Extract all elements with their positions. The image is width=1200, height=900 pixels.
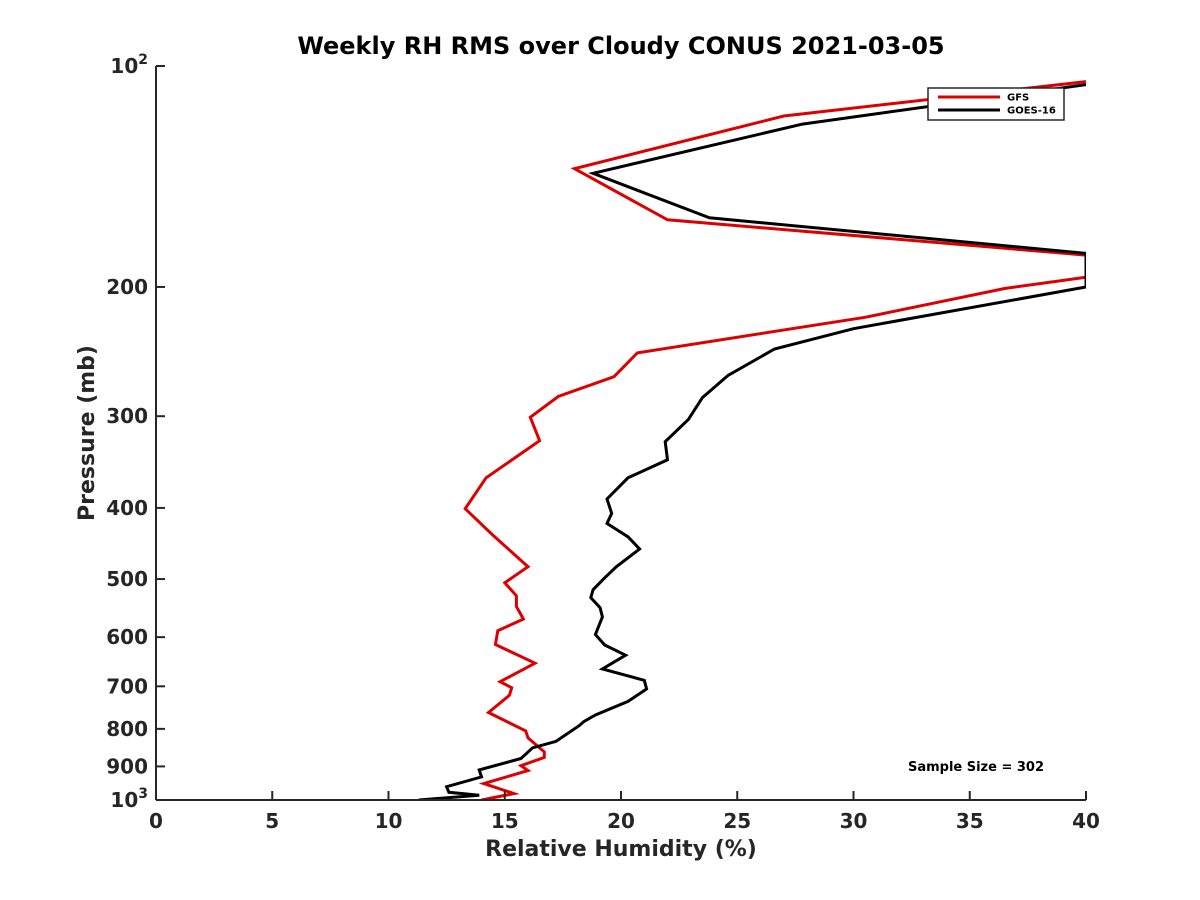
x-tick-label: 15 — [491, 809, 519, 833]
y-tick-label: 400 — [106, 496, 148, 520]
y-tick-label: 800 — [106, 717, 148, 741]
y-tick-label: 102 — [110, 52, 148, 78]
x-tick-label: 5 — [265, 809, 279, 833]
x-tick-label: 20 — [607, 809, 635, 833]
ticks: 0 5 10 15 20 25 30 35 40 102 200 300 400 500 600 700 800… — [106, 52, 1100, 833]
chart-title: Weekly RH RMS over Cloudy CONUS 2021-03-… — [297, 32, 944, 60]
x-tick-label: 30 — [840, 809, 868, 833]
y-axis-label: Pressure (mb) — [75, 345, 100, 521]
series-line-gfs — [463, 80, 1086, 800]
y-tick-label: 200 — [106, 275, 148, 299]
y-tick-label: 103 — [110, 786, 148, 812]
legend: GFS GOES-16 — [927, 87, 1065, 121]
y-tick-label: 700 — [106, 674, 148, 698]
y-tick-label: 300 — [106, 404, 148, 428]
y-tick-label: 500 — [106, 567, 148, 591]
x-tick-label: 0 — [149, 809, 163, 833]
y-tick-label: 900 — [106, 754, 148, 778]
x-tick-label: 10 — [375, 809, 403, 833]
legend-label-gfs: GFS — [1007, 93, 1029, 104]
x-tick-label: 35 — [956, 809, 984, 833]
x-tick-label: 25 — [723, 809, 751, 833]
legend-label-goes-16: GOES-16 — [1007, 106, 1056, 117]
y-tick-label: 600 — [106, 625, 148, 649]
x-axis-label: Relative Humidity (%) — [485, 837, 757, 862]
series-line-goes-16 — [418, 83, 1086, 800]
sample-size-annotation: Sample Size = 302 — [908, 760, 1044, 775]
x-tick-label: 40 — [1072, 809, 1100, 833]
legend-box — [927, 87, 1065, 121]
plot-lines — [418, 80, 1086, 800]
